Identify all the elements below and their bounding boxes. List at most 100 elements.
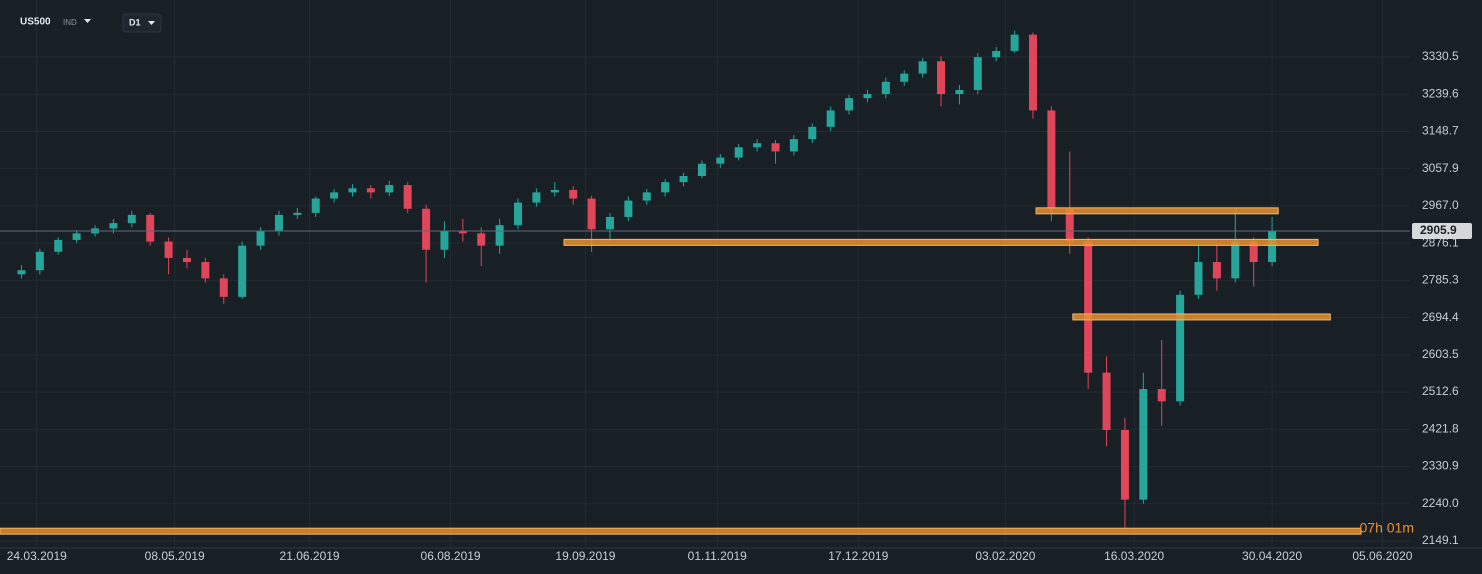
candle [826,106,835,131]
candle [348,184,357,197]
candle-body [845,98,854,111]
candle-body [624,200,633,217]
candle [330,189,339,203]
candle-body [35,251,44,271]
candle [1157,339,1166,426]
y-tick-label: 3330.5 [1422,49,1459,63]
y-tick-label: 3239.6 [1422,86,1459,100]
x-tick-label: 24.03.2019 [7,549,67,563]
candle-body [274,214,283,232]
candle [201,257,210,283]
candle [293,207,302,220]
candle-body [1084,241,1093,373]
candle [973,53,982,95]
candle [734,144,743,161]
price-level [563,238,1319,246]
candle-body [1120,430,1129,500]
candle-body [937,61,946,95]
candle [477,227,486,267]
candle [127,210,136,228]
candle-body [550,189,559,193]
candle [35,248,44,275]
y-tick-label: 2330.9 [1422,459,1459,473]
candle [1084,237,1093,390]
candle [54,237,63,255]
candle-body [1157,389,1166,402]
candle-body [881,81,890,95]
candle-body [661,182,670,193]
candle [366,185,375,199]
y-tick-label: 2149.1 [1422,533,1459,547]
interval-button[interactable] [122,13,162,33]
candle-body [1249,241,1258,263]
candle [550,182,559,197]
candle [881,77,890,99]
candle [164,237,173,275]
candle [697,160,706,179]
candle-body [532,192,541,203]
candle-body [734,147,743,158]
candle-body [900,73,909,82]
candle [1047,106,1056,222]
candle-body [348,188,357,193]
market: IND [63,18,77,27]
candle-body [973,57,982,90]
y-tick-label: 3057.9 [1422,161,1459,175]
dropdown-arrow[interactable] [148,21,155,25]
candle-body [403,185,412,209]
plot-area [0,0,1410,548]
candle-body [311,198,320,213]
candle-body [992,51,1001,58]
candle-body [422,208,431,250]
candle [937,56,946,107]
candle-body [605,216,614,230]
x-tick-label: 05.06.2020 [1352,549,1412,563]
x-tick-label: 19.09.2019 [555,549,615,563]
countdown: 07h 01m [1360,520,1414,536]
x-tick-label: 30.04.2020 [1242,549,1302,563]
candle-body [201,262,210,279]
candle [17,265,26,279]
candle-body [17,270,26,275]
candle-body [440,231,449,250]
interval[interactable]: D1 [129,17,141,27]
candle [789,135,798,156]
candle-body [164,241,173,258]
price-level [1072,313,1331,321]
candle-body [587,198,596,230]
y-tick-label: 2421.8 [1422,421,1459,435]
symbol[interactable]: US500 [20,17,51,28]
candle-body [514,202,523,226]
candle-body [1194,262,1203,295]
candle [146,212,155,246]
candle-body [256,231,265,246]
x-tick-label: 21.06.2019 [280,549,340,563]
y-tick-label: 2967.0 [1422,198,1459,212]
candle-body [716,157,725,164]
candle [219,274,228,304]
candle-body [1065,208,1074,242]
candle-body [918,61,927,74]
x-tick-label: 16.03.2020 [1104,549,1164,563]
candle [1028,32,1037,119]
candle [458,219,467,242]
candle [1102,356,1111,447]
y-tick-label: 2603.5 [1422,347,1459,361]
candle [1120,417,1129,529]
candle [311,196,320,217]
candle [72,230,81,244]
candle [569,186,578,205]
candle-body [1010,34,1019,52]
dropdown-arrow[interactable] [84,19,91,23]
x-tick-label: 03.02.2020 [975,549,1035,563]
candle-body [366,188,375,193]
candle-body [826,110,835,127]
candle-body [1212,262,1221,279]
candle [679,172,688,187]
candle-body [238,245,247,297]
x-tick-label: 06.08.2019 [421,549,481,563]
y-tick-label: 3148.7 [1422,124,1459,138]
candle-body [697,163,706,177]
